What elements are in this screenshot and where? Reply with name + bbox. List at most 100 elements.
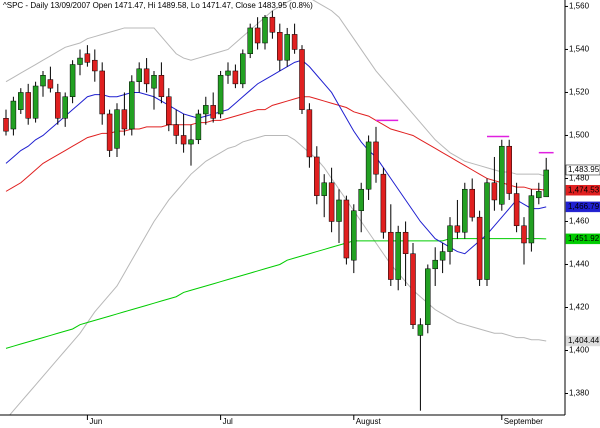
candle-body [491,182,498,201]
candle-body [432,259,438,270]
candle-body [69,64,76,98]
candle-body [306,109,313,158]
candle-body [188,139,194,145]
y-tick-label: 1,500 [569,131,590,140]
candle-body [380,173,387,233]
candle-body [121,109,128,130]
candle-body [506,145,512,194]
candle-body [513,193,520,227]
candle-body [373,141,379,175]
candle-body [388,231,394,280]
candle-body [321,182,327,196]
candle-body [425,268,431,325]
plot-area [3,0,554,415]
candle-body [232,70,239,85]
candle-body [254,27,261,44]
candle-body [291,34,298,50]
candle-body [92,59,98,72]
candle-body [528,195,535,244]
line-series [5,0,547,177]
candle-body [106,113,113,151]
y-tick-label: 1,440 [569,260,590,269]
candle-body [114,109,120,149]
candle-body [217,75,224,115]
candle-body [10,100,17,130]
candle-body [447,225,453,252]
value-box [565,233,600,245]
candle-body [299,49,305,110]
candle-body [402,231,409,254]
x-tick-label: September [504,417,543,426]
candle-body [240,53,246,85]
candle-body [3,118,9,132]
y-tick-label: 1,560 [569,2,590,11]
y-tick-label: 1,540 [569,45,590,54]
candle-body [158,75,165,98]
candle-body [247,27,253,55]
candle-body [129,81,135,130]
value-box-label: 1,474.53 [568,185,600,194]
line-series [5,238,547,349]
candle-body [173,124,179,136]
candle-body [351,210,357,261]
candle-body [439,251,446,261]
candle-body [543,169,549,198]
y-tick-label: 1,400 [569,346,590,355]
candle-body [25,92,31,119]
candle-body [269,16,276,33]
candle-body [536,191,542,199]
candle-body [203,105,209,115]
candle-body [328,182,335,222]
x-tick-label: Jul [223,417,233,426]
y-tick-label: 1,460 [569,217,590,226]
value-box [565,201,600,213]
candle-body [262,16,268,44]
candle-body [343,199,350,259]
candle-body [55,92,61,119]
line-series [5,59,547,255]
y-tick-label: 1,420 [569,303,590,312]
value-box [565,335,600,347]
y-tick-label: 1,520 [569,88,590,97]
candle-body [151,75,157,89]
value-box-label: 1,404.44 [568,336,600,345]
candle-body [77,57,83,65]
candle-body [195,113,202,141]
candle-body [336,199,342,222]
candle-body [40,75,46,87]
candle-body [476,216,483,280]
value-box-label: 1,451.92 [568,234,600,243]
candle-body [395,231,401,280]
candle-body [277,32,283,61]
chart-title: ^SPC - Daily 13/09/2007 Open 1471.47, Hi… [3,1,313,10]
value-box [565,184,600,196]
candle-body [210,105,216,119]
value-box [565,164,600,176]
x-tick-label: Jun [89,417,102,426]
y-tick-label: 1,480 [569,174,590,183]
candle-body [417,324,424,336]
candle-body [454,225,461,233]
candle-body [365,141,372,190]
candle-body [136,68,142,82]
candle-body [180,135,187,145]
candle-body [284,34,290,61]
candle-body [32,85,39,119]
value-box-label: 1,483.95 [568,165,600,174]
candle-body [84,53,91,63]
candle-body [314,156,320,196]
candle-body [62,96,68,119]
line-series [5,96,547,192]
overlay: 1,404.44 1,451.92 1,474.53 1,466.79 1,483.95 [565,164,600,347]
candle-body [166,96,172,125]
candle-body [143,68,150,85]
candle-body [521,225,527,244]
candle-body [469,188,475,218]
y-tick-label: 1,380 [569,389,590,398]
candle-body [499,145,505,205]
candle-body [47,79,54,89]
candle-body [99,70,105,115]
x-tick-label: August [356,417,382,426]
candle-body [18,92,24,110]
